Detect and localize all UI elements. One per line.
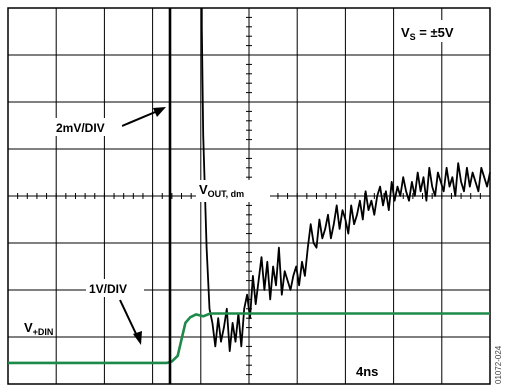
supply-label: VS = ±5V [401, 25, 454, 42]
vout-label: VOUT, dm [199, 182, 244, 199]
vout-trace [200, 8, 491, 352]
arrow-2mv [121, 109, 161, 127]
arrow-2mv-head [153, 107, 166, 117]
vin-label: V+DIN [24, 320, 53, 337]
arrow-1v [119, 299, 139, 339]
figure-id: 01072-024 [494, 345, 503, 384]
scale-out-label: 2mV/DIV [56, 121, 105, 135]
scale-in-label: 1V/DIV [89, 282, 127, 296]
arrow-1v-head [133, 331, 142, 345]
time-div-label: 4ns [356, 364, 378, 379]
